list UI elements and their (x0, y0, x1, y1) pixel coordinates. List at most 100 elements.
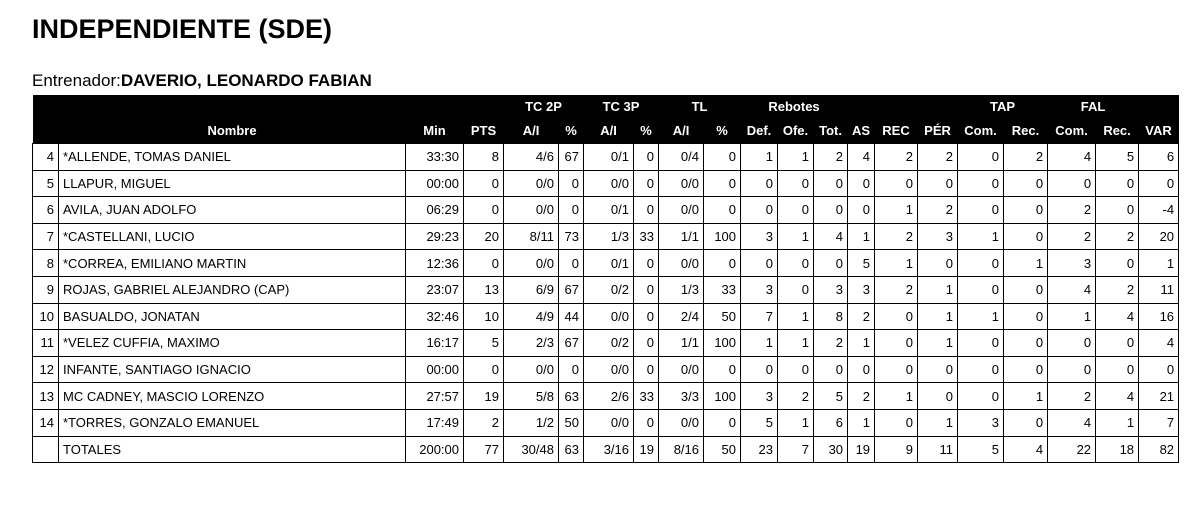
stat-cell: 0 (1095, 169, 1140, 198)
stat-cell: 0 (633, 408, 659, 437)
stat-cell: 0 (957, 275, 1005, 304)
group-header: TC 3P (583, 95, 659, 117)
column-header: A/I (503, 117, 559, 144)
stat-cell: 100 (702, 329, 742, 357)
stat-cell: 0 (740, 169, 779, 198)
stat-cell: 3 (917, 222, 959, 251)
stat-cell: 1 (874, 196, 919, 224)
stat-cell: 0 (463, 249, 504, 277)
stat-cell: 1/3 (583, 222, 634, 251)
stat-cell: 5 (813, 382, 849, 410)
stat-cell: 2 (874, 222, 919, 251)
stat-cell: 0/0 (503, 169, 559, 198)
stat-cell: 8 (32, 249, 59, 277)
stat-cell: 0 (777, 249, 815, 277)
stat-cell: 0 (702, 169, 742, 198)
group-header: TL (658, 95, 741, 117)
column-header: PÉR (917, 117, 958, 144)
group-header: TC 2P (503, 95, 584, 117)
stat-cell: 1 (847, 329, 876, 357)
stat-cell: 8 (813, 302, 849, 331)
coach-label: Entrenador: (32, 71, 121, 90)
stat-cell: 0 (1003, 329, 1049, 357)
stat-cell: 67 (558, 143, 584, 171)
stat-cell: 4 (1138, 329, 1180, 357)
stat-cell: 1/1 (658, 222, 704, 251)
player-name: *ALLENDE, TOMAS DANIEL (58, 143, 406, 171)
stat-cell: 18 (1095, 435, 1140, 464)
player-row: 10 BASUALDO, JONATAN 32:46 10 4/9 44 0/0 0 2/4 50… (32, 302, 1180, 331)
stat-cell: 2 (777, 382, 815, 410)
stat-cell: 17:49 (405, 408, 464, 437)
stat-cell: 0 (777, 355, 815, 384)
stat-cell: 0 (702, 196, 742, 224)
stat-cell: 3 (813, 275, 849, 304)
stat-cell: 6/9 (503, 275, 559, 304)
stat-cell: 6 (32, 196, 59, 224)
stat-cell: 63 (558, 382, 584, 410)
stat-cell: 30 (813, 435, 849, 464)
stat-cell: 1 (847, 408, 876, 437)
stat-cell: 3 (740, 382, 779, 410)
stat-cell: 1 (1047, 302, 1097, 331)
stat-cell: 0 (1095, 329, 1140, 357)
stat-cell: 0 (1047, 355, 1097, 384)
column-header: % (703, 117, 741, 144)
stat-cell: 0 (1095, 196, 1140, 224)
stat-cell: 1 (917, 275, 959, 304)
stat-cell: 2 (847, 382, 876, 410)
stat-cell: 0 (1095, 355, 1140, 384)
stat-cell: 0 (917, 249, 959, 277)
stat-cell: 5 (32, 169, 59, 198)
stat-cell: 0/0 (658, 169, 704, 198)
stat-cell: 2 (874, 143, 919, 171)
player-row: 12 INFANTE, SANTIAGO IGNACIO 00:00 0 0/0 0 0/0… (32, 355, 1180, 384)
stat-cell: 50 (558, 408, 584, 437)
stat-cell: 0/1 (583, 196, 634, 224)
stat-cell: 0/0 (658, 249, 704, 277)
stat-cell: 2 (463, 408, 504, 437)
stat-cell: 00:00 (405, 169, 464, 198)
stat-cell: 0 (874, 408, 919, 437)
stat-cell: 8/11 (503, 222, 559, 251)
stat-cell: 0/0 (658, 408, 704, 437)
stat-cell: 0 (633, 355, 659, 384)
stat-cell: 0/0 (503, 355, 559, 384)
column-header: A/I (658, 117, 704, 144)
stat-cell: 2 (813, 329, 849, 357)
stat-cell: 8/16 (658, 435, 704, 464)
stat-cell: 0 (957, 355, 1005, 384)
player-row: 6 AVILA, JUAN ADOLFO 06:29 0 0/0 0 0/1 0 0/0 0 0 0 0… (32, 196, 1180, 224)
stat-cell: 0/4 (658, 143, 704, 171)
stat-cell: 50 (702, 435, 742, 464)
stat-cell: 0 (740, 196, 779, 224)
stat-cell: 0 (558, 249, 584, 277)
stat-cell: 0 (1003, 169, 1049, 198)
stat-cell: 1 (847, 222, 876, 251)
stat-cell: 0 (1003, 302, 1049, 331)
stat-cell: 0 (1138, 169, 1180, 198)
stat-cell: 6 (813, 408, 849, 437)
stat-cell: 16:17 (405, 329, 464, 357)
header-blank (1138, 95, 1179, 117)
stat-cell: 0 (633, 275, 659, 304)
empty-cell (32, 435, 59, 464)
stat-cell: 11 (917, 435, 959, 464)
stat-cell: 0 (1003, 222, 1049, 251)
stat-cell: 2 (1003, 143, 1049, 171)
player-row: 7 *CASTELLANI, LUCIO 29:23 20 8/11 73 1/3 33 1/1… (32, 222, 1180, 251)
stat-cell: 3 (957, 408, 1005, 437)
stat-cell: 0 (813, 249, 849, 277)
stat-cell: 14 (32, 408, 59, 437)
column-header: A/I (583, 117, 634, 144)
stat-cell: 0/0 (658, 196, 704, 224)
stat-cell: 100 (702, 222, 742, 251)
stat-cell: 1/3 (658, 275, 704, 304)
player-name: ROJAS, GABRIEL ALEJANDRO (CAP) (58, 275, 406, 304)
stat-cell: 2 (813, 143, 849, 171)
group-header: FAL (1047, 95, 1139, 117)
stat-cell: 0 (957, 382, 1005, 410)
stat-cell: 3 (847, 275, 876, 304)
stat-cell: 5 (847, 249, 876, 277)
column-header: PTS (463, 117, 504, 144)
